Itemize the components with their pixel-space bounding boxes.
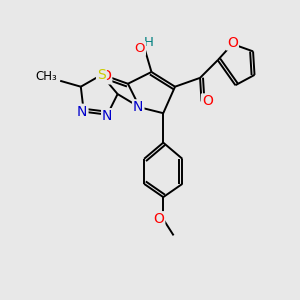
Text: CH₃: CH₃ [35,70,57,83]
Text: H: H [144,36,154,49]
Text: N: N [133,100,143,114]
Text: O: O [134,42,145,55]
Text: O: O [100,69,111,83]
Text: O: O [153,212,164,226]
Text: N: N [102,109,112,123]
Text: N: N [77,105,88,119]
Text: O: O [202,94,213,108]
Text: O: O [227,35,238,50]
Text: S: S [97,68,106,82]
